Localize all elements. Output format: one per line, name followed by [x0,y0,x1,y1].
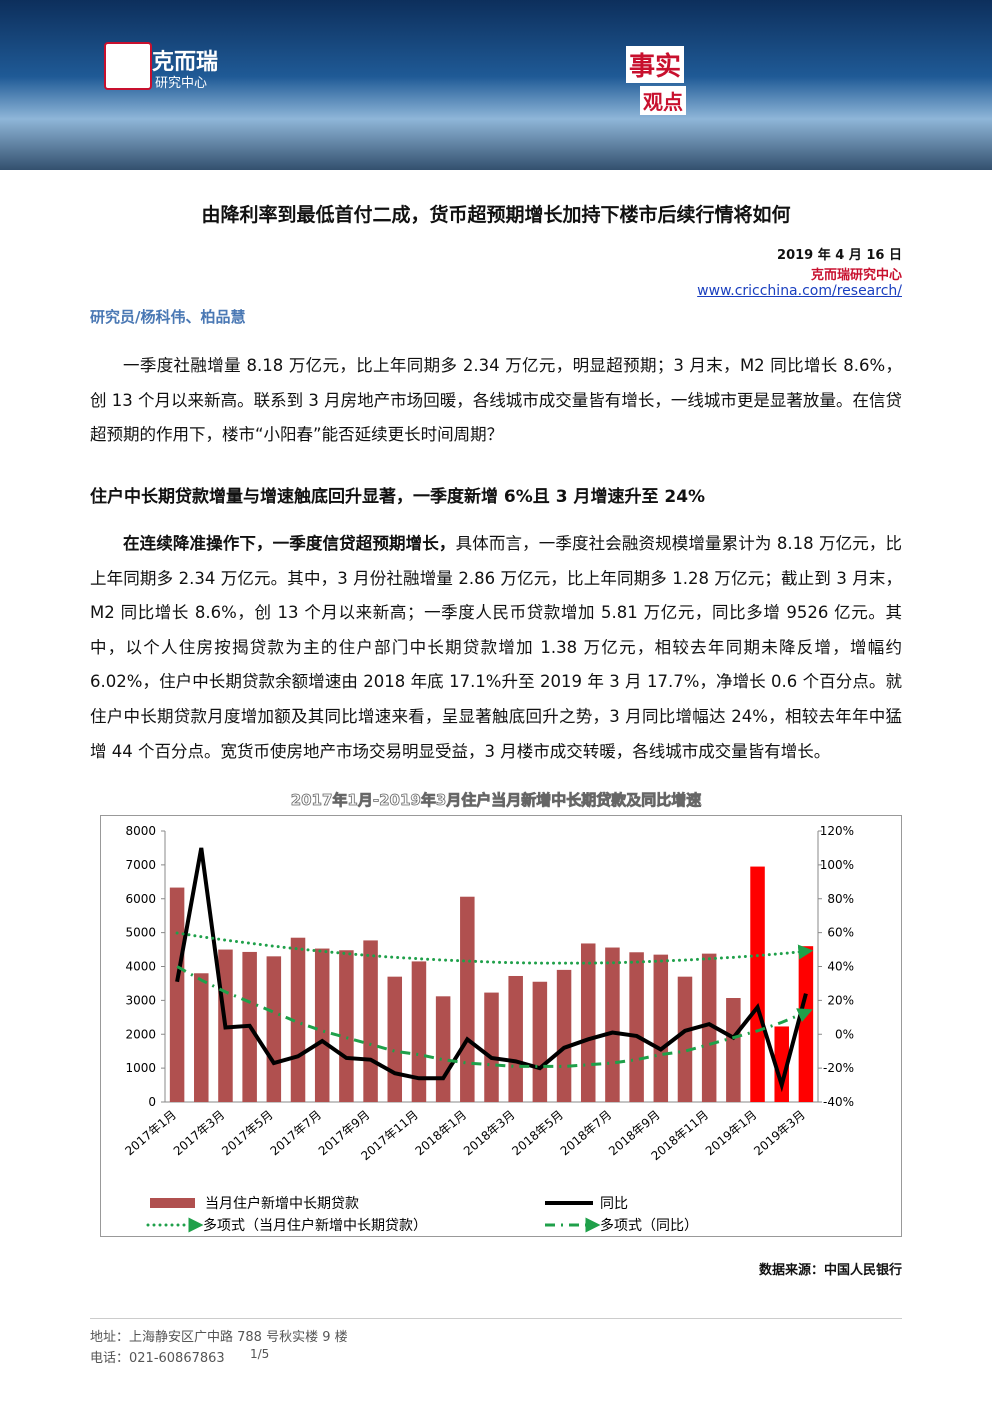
y-tick-label: 5000 [125,926,156,940]
y-tick-label: 7000 [125,858,156,872]
x-tick-label: 2017年1月 [122,1108,179,1159]
y-tick-label: 4000 [125,960,156,974]
y2-tick-label: -40% [823,1095,854,1109]
x-tick-label: 2017年7月 [267,1108,324,1159]
bar [314,948,330,1102]
logo: 克而瑞 [152,50,219,75]
y-tick-label: 3000 [125,993,156,1007]
x-tick-label: 2019年3月 [751,1108,808,1159]
bar [411,961,427,1102]
title: 由降利率到最低首付二成，货币超预期增长加持下楼市后续行情将如何 [201,204,791,226]
slogan: 事实 [626,46,685,83]
org: 克而瑞研究中心 [810,268,902,283]
x-tick-label: 2018年3月 [461,1108,518,1159]
authors: 研究员/杨科伟、柏品慧 [90,308,246,326]
x-tick-label: 2018年5月 [509,1108,566,1159]
y-tick-label: 1000 [125,1061,156,1075]
y2-tick-label: -20% [823,1061,854,1075]
y2-tick-label: 60% [827,926,854,940]
source: 数据来源：中国人民银行 [758,1263,902,1278]
bar [798,946,814,1102]
bar [629,952,644,1102]
legend-label: 多项式（当月住户新增中长期贷款） [203,1217,427,1234]
chart-title: 2017年1月-2019年3月住户当月新增中长期贷款及同比增速 [290,791,702,810]
bar [460,896,475,1102]
bar [677,976,693,1102]
y2-tick-label: 20% [827,993,854,1007]
bar [435,996,451,1102]
bar [290,937,306,1102]
bar [387,976,403,1102]
x-tick-label: 2018年1月 [413,1108,470,1159]
bar [605,947,620,1102]
y2-tick-label: 0% [835,1027,854,1041]
x-tick-label: 2019年1月 [703,1108,760,1159]
paragraph: 一季度社融增量 8.18 万亿元，比上年同期多 2.34 万亿元，明显超预期；3… [90,356,902,445]
legend-label: 当月住户新增中长期贷款 [205,1195,359,1212]
y-tick-label: 0 [148,1095,156,1109]
url[interactable]: www.cricchina.com/research/ [697,283,902,299]
y2-tick-label: 40% [827,960,854,974]
y2-tick-label: 100% [820,858,854,872]
date: 2019 年 4 月 16 日 [777,248,902,263]
bar [508,975,523,1102]
phone: 电话：021-60867863 [90,1351,225,1366]
section-heading: 住户中长期贷款增量与增速触底回升显著，一季度新增 6%且 3 月增速升至 24% [90,487,706,507]
legend-label: 多项式（同比） [600,1217,698,1234]
bar [726,998,741,1102]
bar [532,981,548,1102]
bar [701,953,717,1102]
bar [266,956,282,1102]
paragraph-lead: 在连续降准操作下，一季度信贷超预期增长， [123,534,456,553]
paragraph: 在连续降准操作下，一季度信贷超预期增长，具体而言，一季度社会融资规模增量累计为 … [90,527,902,769]
bar [169,887,185,1102]
bar [580,943,596,1102]
bar [339,950,354,1102]
x-tick-label: 2017年5月 [219,1108,276,1159]
chart: 0 1000 2000 3000 4000 5000 6000 7000 8000 -40% -20… [100,815,902,1237]
logo-sub: 研究中心 [155,76,208,91]
x-tick-label: 2017年3月 [171,1108,228,1159]
footer-rule [90,1318,902,1319]
chart-frame [100,815,902,1237]
legend-swatch [150,1198,195,1208]
y2-tick-label: 80% [827,892,854,906]
line [175,847,808,1093]
slogan: 观点 [640,86,686,115]
page-number: 1/5 [250,1347,270,1361]
bar [484,992,499,1102]
x-tick-label: 2018年7月 [558,1108,615,1159]
bar [750,866,765,1102]
bar [363,940,378,1102]
y2-tick-label: 120% [820,824,854,838]
y-tick-label: 2000 [125,1027,156,1041]
bar [194,973,209,1102]
y-tick-label: 6000 [125,892,156,906]
logo-box [104,42,152,90]
bar [556,969,572,1102]
banner: 克而瑞 研究中心 事实 观点 [0,0,992,170]
y-tick-label: 8000 [125,824,156,838]
paragraph-text: 具体而言，一季度社会融资规模增量累计为 8.18 万亿元，比上年同期多 2.34… [90,534,902,761]
bar [774,1026,789,1102]
bar [653,954,669,1102]
legend-label: 同比 [600,1196,628,1212]
address: 地址：上海静安区广中路 788 号秋实楼 9 楼 [90,1330,348,1345]
